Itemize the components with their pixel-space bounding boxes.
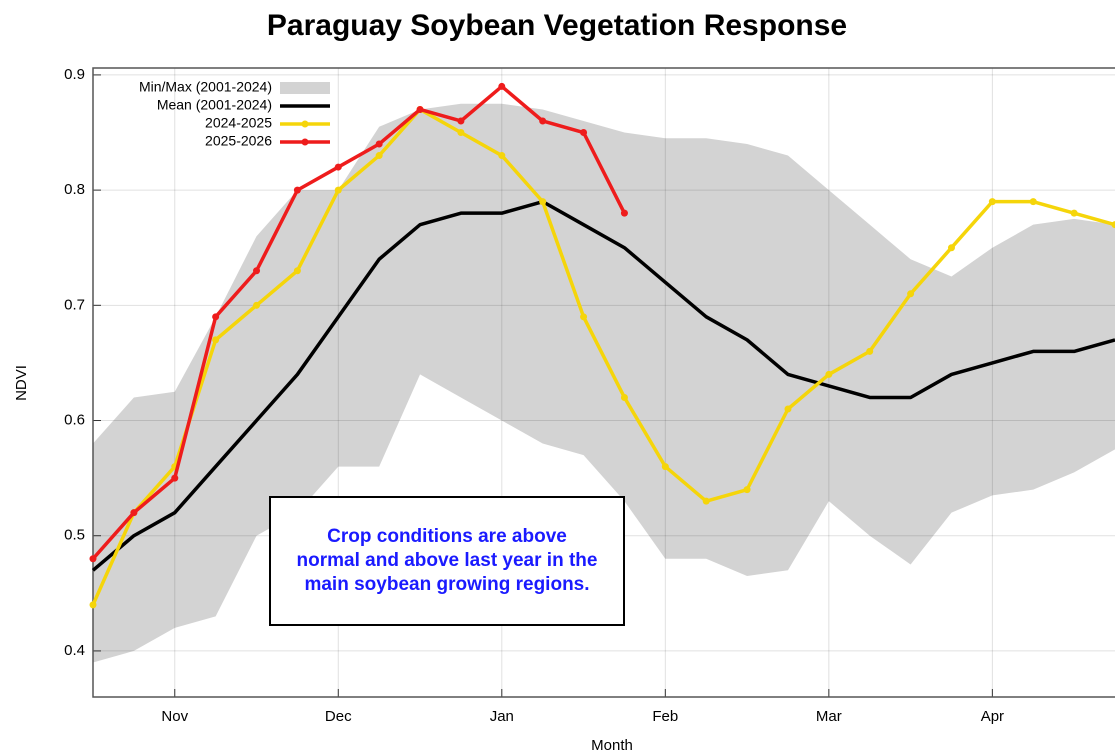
- point: [457, 129, 465, 137]
- series-line: [91, 107, 1115, 606]
- point: [498, 152, 506, 160]
- legend-label: 2025-2026: [205, 133, 272, 149]
- x-tick-label: Nov: [161, 708, 188, 725]
- series-line: [91, 84, 627, 560]
- point: [375, 140, 383, 148]
- point: [171, 474, 179, 482]
- legend-swatch: [301, 138, 309, 146]
- x-tick-label: Apr: [981, 708, 1004, 725]
- point: [620, 393, 628, 401]
- point: [212, 336, 220, 344]
- point: [825, 370, 833, 378]
- point: [375, 152, 383, 160]
- legend-swatch: [280, 82, 330, 94]
- point: [130, 509, 138, 517]
- chart-title: Paraguay Soybean Vegetation Response: [267, 9, 847, 42]
- legend-swatch: [301, 120, 309, 128]
- y-tick-label: 0.5: [64, 527, 85, 544]
- point: [293, 267, 301, 275]
- x-axis-label: Month: [591, 737, 633, 754]
- x-tick-label: Mar: [816, 708, 842, 725]
- point: [253, 267, 261, 275]
- point: [498, 82, 506, 90]
- x-tick-label: Dec: [325, 708, 352, 725]
- point: [334, 186, 342, 194]
- point: [661, 463, 669, 471]
- point: [89, 555, 97, 563]
- point: [1111, 221, 1115, 229]
- point: [784, 405, 792, 413]
- point: [988, 198, 996, 206]
- legend-label: Min/Max (2001-2024): [139, 79, 272, 95]
- point: [702, 497, 710, 505]
- point: [539, 198, 547, 206]
- point: [539, 117, 547, 125]
- y-tick-label: 0.6: [64, 411, 85, 428]
- min-max-band: [93, 103, 1115, 663]
- point: [947, 244, 955, 252]
- point: [580, 129, 588, 137]
- plot-frame: [92, 67, 1115, 698]
- point: [580, 313, 588, 321]
- legend-label: 2024-2025: [205, 115, 272, 131]
- annotation: Crop conditions are above normal and abo…: [269, 496, 625, 626]
- point: [89, 601, 97, 609]
- y-tick-label: 0.7: [64, 296, 85, 313]
- x-tick-label: Feb: [652, 708, 678, 725]
- point: [334, 163, 342, 171]
- point: [1070, 209, 1078, 217]
- point: [293, 186, 301, 194]
- point: [1029, 198, 1037, 206]
- y-tick-label: 0.4: [64, 642, 85, 659]
- series-line: [91, 199, 1115, 572]
- legend-label: Mean (2001-2024): [157, 97, 272, 113]
- y-axis-label: NDVI: [13, 365, 30, 401]
- point: [457, 117, 465, 125]
- point: [866, 347, 874, 355]
- point: [743, 486, 751, 494]
- point: [212, 313, 220, 321]
- point: [620, 209, 628, 217]
- point: [907, 290, 915, 298]
- x-tick-label: Jan: [490, 708, 514, 725]
- point: [253, 301, 261, 309]
- y-tick-label: 0.9: [64, 66, 85, 83]
- y-tick-label: 0.8: [64, 181, 85, 198]
- point: [416, 105, 424, 113]
